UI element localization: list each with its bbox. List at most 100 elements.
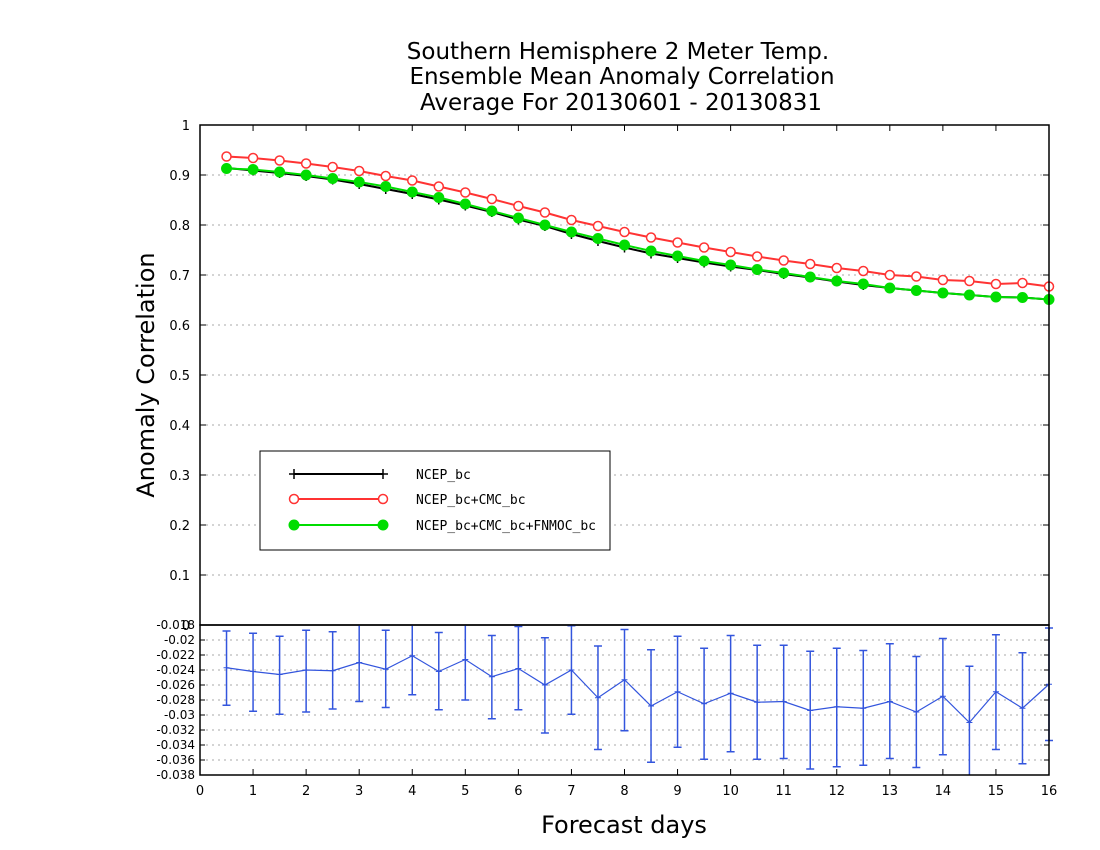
series-point-NCEP_bc+CMC_bc+FNMOC_bc — [406, 186, 418, 198]
difference-point — [939, 693, 946, 700]
bottom-y-tick-label: -0.026 — [156, 678, 195, 692]
legend-label: NCEP_bc — [416, 468, 471, 483]
x-tick-label: 6 — [514, 784, 522, 799]
series-point-NCEP_bc+CMC_bc+FNMOC_bc — [857, 278, 869, 290]
series-point-NCEP_bc+CMC_bc — [672, 237, 683, 248]
difference-point — [992, 688, 999, 695]
difference-point — [223, 664, 230, 671]
series-point-NCEP_bc+CMC_bc+FNMOC_bc — [300, 169, 312, 181]
series-point-NCEP_bc+CMC_bc — [937, 274, 949, 286]
difference-point — [648, 703, 655, 709]
bottom-panel-series — [222, 625, 1053, 775]
x-tick-label: 9 — [673, 784, 681, 799]
difference-point — [780, 698, 787, 705]
series-point-NCEP_bc+CMC_bc+FNMOC_bc — [433, 192, 445, 203]
series-point-NCEP_bc+CMC_bc — [778, 255, 789, 266]
series-point-NCEP_bc+CMC_bc — [858, 265, 869, 277]
series-point-NCEP_bc+CMC_bc+FNMOC_bc — [486, 205, 498, 217]
series-point-NCEP_bc+CMC_bc — [380, 170, 391, 182]
series-point-NCEP_bc+CMC_bc — [566, 214, 577, 226]
x-tick-label: 11 — [775, 784, 792, 799]
top-y-tick-label: 0.8 — [169, 219, 190, 234]
series-point-NCEP_bc+CMC_bc+FNMOC_bc — [1016, 292, 1028, 303]
difference-point — [860, 705, 867, 712]
x-tick-label: 10 — [722, 784, 739, 799]
difference-point — [303, 667, 310, 673]
series-point-NCEP_bc+CMC_bc — [1017, 277, 1028, 289]
series-point-NCEP_bc+CMC_bc+FNMOC_bc — [831, 275, 843, 287]
series-point-NCEP_bc+CMC_bc — [592, 220, 604, 232]
legend-marker-NCEP_bc — [378, 469, 388, 479]
series-point-NCEP_bc+CMC_bc+FNMOC_bc — [619, 239, 630, 251]
top-y-tick-label: 0.9 — [169, 169, 190, 184]
series-point-NCEP_bc+CMC_bc+FNMOC_bc — [539, 219, 551, 231]
series-point-NCEP_bc+CMC_bc+FNMOC_bc — [725, 259, 737, 271]
bottom-y-tick-label: -0.036 — [156, 753, 195, 767]
difference-point — [754, 699, 761, 706]
series-point-NCEP_bc+CMC_bc+FNMOC_bc — [565, 226, 577, 238]
x-tick-label: 13 — [882, 784, 899, 799]
series-point-NCEP_bc+CMC_bc+FNMOC_bc — [884, 282, 896, 294]
x-tick-label: 7 — [567, 784, 575, 799]
series-point-NCEP_bc+CMC_bc+FNMOC_bc — [778, 267, 790, 279]
series-point-NCEP_bc+CMC_bc+FNMOC_bc — [274, 166, 286, 178]
difference-point — [382, 666, 389, 673]
series-point-NCEP_bc+CMC_bc+FNMOC_bc — [459, 198, 471, 210]
series-point-NCEP_bc+CMC_bc — [804, 258, 816, 270]
bottom-y-tick-label: -0.02 — [164, 633, 195, 647]
x-axis-title: Forecast days — [541, 811, 707, 839]
difference-point — [913, 709, 920, 715]
x-tick-label: 15 — [988, 784, 1005, 799]
difference-point — [435, 668, 442, 675]
x-tick-label: 2 — [302, 784, 310, 799]
series-point-NCEP_bc+CMC_bc+FNMOC_bc — [804, 271, 816, 283]
difference-point — [621, 676, 628, 683]
top-y-tick-label: 0.7 — [169, 269, 190, 284]
difference-point — [356, 659, 363, 666]
legend-label: NCEP_bc+CMC_bc — [416, 493, 526, 508]
x-tick-label: 8 — [620, 784, 628, 799]
series-point-NCEP_bc+CMC_bc — [486, 193, 498, 205]
series-point-NCEP_bc+CMC_bc — [884, 269, 896, 281]
series-point-NCEP_bc+CMC_bc — [300, 158, 312, 169]
legend: NCEP_bc NCEP_bc+CMC_bc NCEP_bc+CMC_bc+FNMO… — [259, 450, 611, 551]
series-point-NCEP_bc+CMC_bc — [274, 155, 285, 166]
top-y-tick-label: 0.5 — [169, 369, 190, 384]
difference-point — [488, 673, 495, 680]
x-tick-label: 5 — [461, 784, 469, 799]
series-point-NCEP_bc+CMC_bc — [247, 152, 259, 164]
series-point-NCEP_bc+CMC_bc+FNMOC_bc — [247, 164, 259, 175]
series-point-NCEP_bc+CMC_bc — [221, 151, 232, 162]
difference-point — [276, 671, 283, 678]
series-point-NCEP_bc+CMC_bc — [990, 278, 1002, 290]
top-y-tick-label: 0.1 — [169, 569, 190, 584]
series-point-NCEP_bc+CMC_bc+FNMOC_bc — [221, 163, 233, 174]
series-point-NCEP_bc+CMC_bc+FNMOC_bc — [672, 250, 684, 262]
series-point-NCEP_bc+CMC_bc — [407, 175, 418, 186]
x-tick-label: 4 — [408, 784, 416, 799]
difference-point — [1019, 705, 1026, 712]
difference-line — [226, 655, 1050, 724]
bottom-panel-y-ticks: -0.038-0.036-0.034-0.032-0.03-0.028-0.02… — [156, 618, 1049, 782]
x-tick-label: 0 — [196, 784, 204, 799]
series-point-NCEP_bc+CMC_bc — [539, 207, 551, 218]
difference-point — [462, 656, 469, 663]
difference-point — [329, 667, 336, 674]
top-y-tick-label: 0.3 — [169, 469, 190, 484]
legend-marker-NCEP_bc+CMC_bc+FNMOC_bc — [377, 519, 389, 531]
series-line-NCEP_bc+CMC_bc — [226, 155, 1050, 288]
difference-point — [966, 719, 973, 726]
difference-point — [807, 707, 814, 714]
chart-title-line-1: Southern Hemisphere 2 Meter Temp. — [407, 39, 829, 65]
series-point-NCEP_bc+CMC_bc — [433, 181, 445, 192]
series-point-NCEP_bc+CMC_bc+FNMOC_bc — [353, 176, 365, 188]
bottom-y-tick-label: -0.034 — [156, 738, 195, 752]
bottom-y-tick-label: -0.03 — [164, 708, 195, 722]
legend-marker-NCEP_bc+CMC_bc — [377, 493, 389, 505]
series-point-NCEP_bc+CMC_bc — [645, 232, 657, 243]
x-tick-label: 14 — [935, 784, 952, 799]
error-bar — [408, 625, 417, 696]
y-axis-title: Anomaly Correlation — [132, 252, 160, 497]
series-point-NCEP_bc+CMC_bc+FNMOC_bc — [512, 212, 524, 224]
series-point-NCEP_bc+CMC_bc+FNMOC_bc — [990, 291, 1002, 303]
